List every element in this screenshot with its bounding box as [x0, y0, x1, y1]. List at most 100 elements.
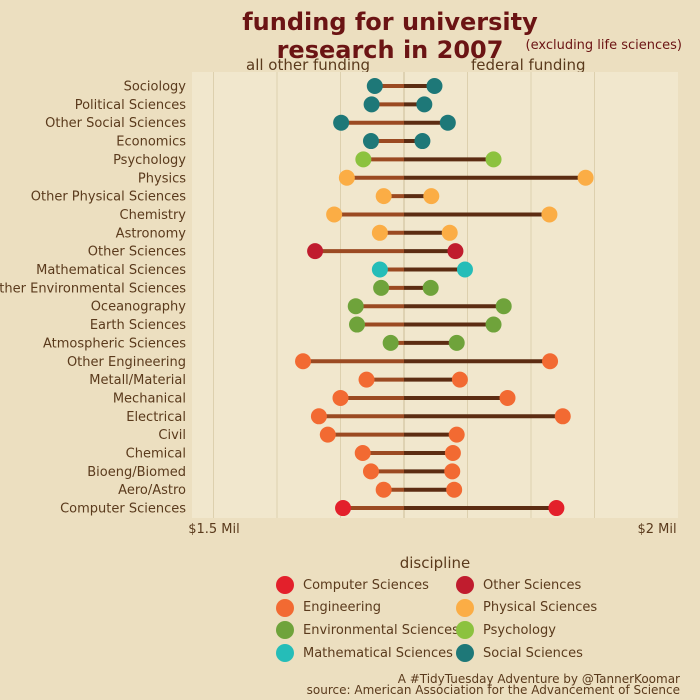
point-federal-funding: [499, 389, 516, 406]
point-other-funding: [347, 298, 364, 315]
point-federal-funding: [444, 463, 461, 480]
point-federal-funding: [451, 371, 468, 388]
category-label: Bioeng/Biomed: [87, 465, 186, 480]
point-other-funding: [373, 279, 390, 296]
point-federal-funding: [541, 206, 558, 223]
point-federal-funding: [577, 169, 594, 186]
legend-swatch: [456, 598, 474, 617]
legend-item: Environmental Sciences: [276, 621, 459, 640]
x-tick-label: $2 Mil: [637, 522, 676, 537]
category-label: Economics: [116, 135, 186, 150]
legend-label: Mathematical Sciences: [303, 645, 453, 661]
point-other-funding: [310, 408, 327, 425]
legend-item: Engineering: [276, 598, 381, 617]
category-label: Chemistry: [120, 208, 187, 223]
point-other-funding: [375, 188, 392, 205]
legend-item: Mathematical Sciences: [276, 644, 453, 663]
point-federal-funding: [485, 151, 502, 168]
category-label: Other Physical Sciences: [31, 190, 186, 205]
point-federal-funding: [448, 334, 465, 351]
point-federal-funding: [554, 408, 571, 425]
point-other-funding: [349, 316, 366, 333]
point-other-funding: [295, 353, 312, 370]
point-federal-funding: [423, 188, 440, 205]
category-label: Atmospheric Sciences: [43, 336, 186, 351]
legend-label: Engineering: [303, 600, 381, 616]
left-side-label: all other funding: [246, 56, 371, 74]
point-federal-funding: [548, 500, 565, 517]
point-other-funding: [363, 96, 380, 113]
legend-swatch: [276, 644, 294, 663]
point-other-funding: [354, 445, 371, 461]
point-federal-funding: [444, 445, 461, 461]
chart-title: funding for university research in 2007: [242, 8, 538, 64]
point-other-funding: [332, 389, 349, 406]
legend-item: Other Sciences: [456, 576, 581, 594]
category-label: Sociology: [124, 80, 187, 95]
point-other-funding: [382, 334, 399, 351]
point-federal-funding: [495, 298, 512, 315]
legend-label: Physical Sciences: [483, 600, 598, 616]
category-label: Mathematical Sciences: [36, 263, 186, 278]
legend-item: Psychology: [456, 621, 556, 640]
category-label: Earth Sciences: [90, 318, 186, 333]
legend-swatch: [276, 576, 294, 594]
category-label: Mechanical: [113, 391, 186, 406]
x-tick-label: $1.5 Mil: [188, 522, 240, 537]
point-federal-funding: [426, 78, 443, 94]
point-other-funding: [333, 114, 350, 131]
point-other-funding: [358, 371, 375, 388]
category-label: Psychology: [113, 153, 186, 168]
point-other-funding: [338, 169, 355, 186]
point-federal-funding: [439, 114, 456, 131]
point-federal-funding: [422, 279, 439, 296]
category-label: Chemical: [126, 447, 186, 462]
point-federal-funding: [416, 96, 433, 113]
legend-swatch: [456, 644, 474, 663]
legend-label: Other Sciences: [483, 577, 582, 593]
category-label: Political Sciences: [75, 98, 187, 113]
category-label: Astronomy: [116, 226, 187, 241]
point-federal-funding: [485, 316, 502, 333]
caption-source: source: American Association for the Adv…: [306, 683, 680, 697]
point-other-funding: [371, 224, 388, 241]
category-label: Other Environmental Sciences: [0, 281, 186, 296]
category-label: Computer Sciences: [60, 502, 186, 517]
plot-panel: [192, 72, 678, 518]
category-label: Aero/Astro: [118, 483, 186, 498]
point-other-funding: [362, 133, 379, 150]
caption-credit: A #TidyTuesday Adventure by @TannerKooma…: [397, 672, 680, 686]
point-other-funding: [307, 243, 324, 260]
legend-label: Computer Sciences: [303, 577, 429, 593]
legend-title: discipline: [399, 554, 471, 572]
legend-item: Computer Sciences: [276, 576, 429, 594]
legend-label: Psychology: [483, 622, 556, 638]
category-label: Oceanography: [91, 300, 187, 315]
point-other-funding: [335, 500, 352, 517]
point-federal-funding: [446, 481, 463, 498]
legend-swatch: [276, 621, 294, 640]
point-other-funding: [319, 426, 336, 443]
legend-swatch: [456, 576, 474, 594]
legend-swatch: [456, 621, 474, 640]
category-label: Other Social Sciences: [45, 116, 186, 131]
category-label: Metall/Material: [89, 373, 186, 388]
point-federal-funding: [542, 353, 559, 370]
legend-item: Social Sciences: [456, 644, 583, 663]
legend-swatch: [276, 598, 294, 617]
point-other-funding: [355, 151, 372, 168]
point-federal-funding: [448, 426, 465, 443]
point-other-funding: [326, 206, 343, 223]
legend-label: Environmental Sciences: [303, 622, 459, 638]
point-federal-funding: [447, 243, 464, 260]
right-side-label: federal funding: [471, 56, 586, 74]
point-other-funding: [371, 261, 388, 278]
point-federal-funding: [456, 261, 473, 278]
legend-item: Physical Sciences: [456, 598, 598, 617]
category-label: Physics: [138, 171, 186, 186]
point-federal-funding: [414, 133, 431, 150]
legend-label: Social Sciences: [483, 645, 583, 661]
point-other-funding: [375, 481, 392, 498]
